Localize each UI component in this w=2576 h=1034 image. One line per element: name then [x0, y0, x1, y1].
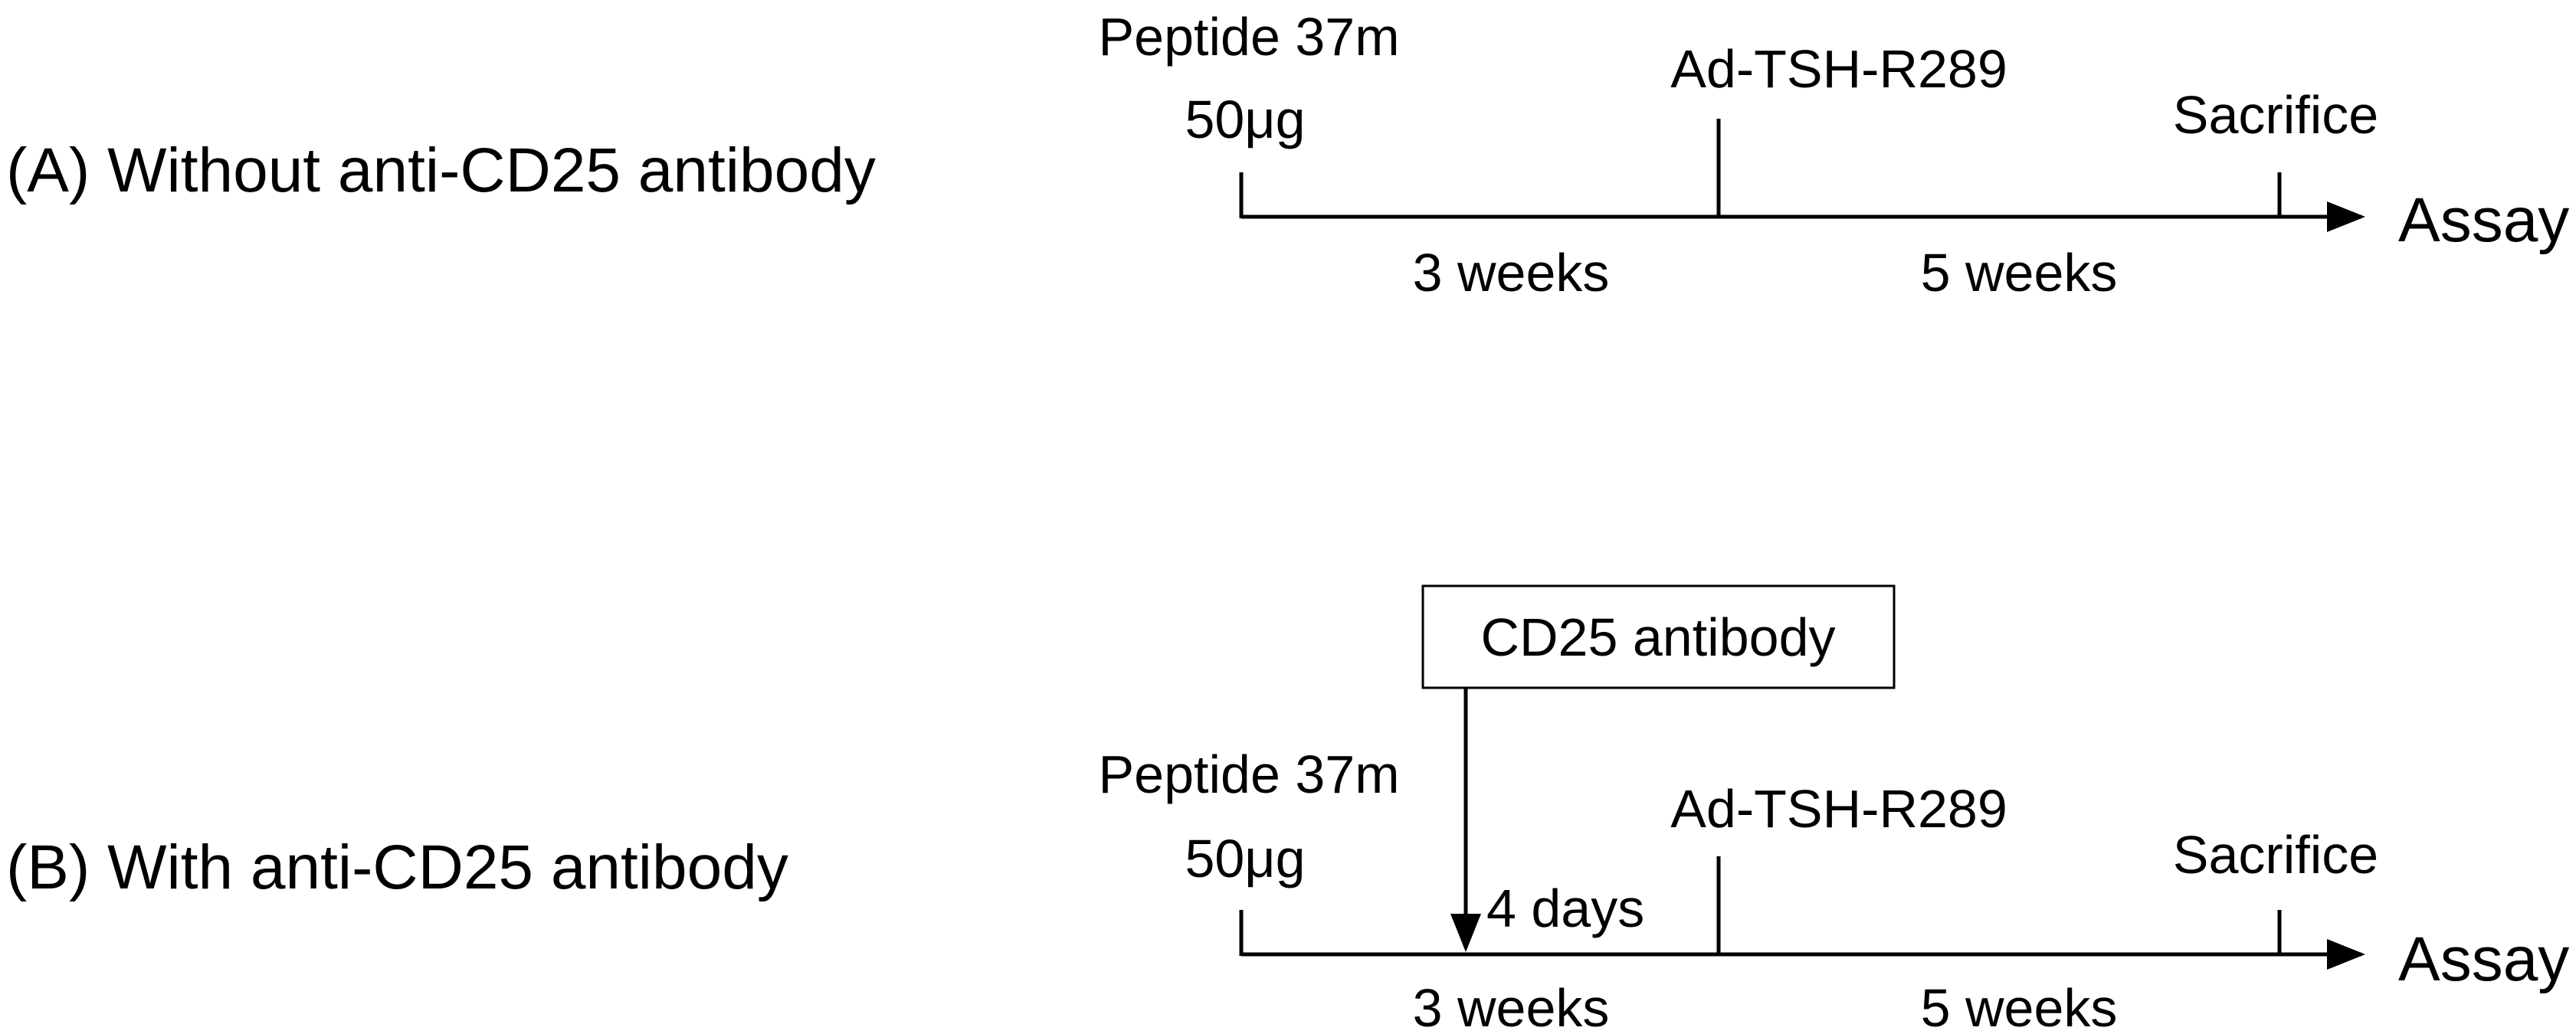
panel-a-peptide-label: Peptide 37m	[1098, 7, 1399, 67]
panel-b-adenovirus-label: Ad-TSH-R289	[1670, 779, 2007, 839]
panel-b-antibody-label: CD25 antibody	[1480, 607, 1835, 667]
panel-b-interval-3-weeks: 3 weeks	[1413, 978, 1610, 1034]
panel-a-title: (A) Without anti-CD25 antibody	[6, 136, 876, 205]
panel-a-adenovirus-label: Ad-TSH-R289	[1670, 39, 2007, 99]
panel-b-antibody-box	[1421, 584, 1896, 689]
panel-a-sacrifice-label: Sacrifice	[2173, 85, 2378, 145]
panel-a-interval-5-weeks: 5 weeks	[1921, 243, 2118, 303]
panel-a: (A) Without anti-CD25 antibody Peptide 3…	[6, 7, 2569, 303]
panel-a-assay-label: Assay	[2398, 185, 2569, 255]
panel-b-peptide-label: Peptide 37m	[1098, 744, 1399, 804]
panel-b-peptide-dose: 50μg	[1185, 829, 1305, 888]
panel-b-sacrifice-label: Sacrifice	[2173, 825, 2378, 885]
panel-b-title: (B) With anti-CD25 antibody	[6, 833, 788, 902]
panel-b-assay-label: Assay	[2398, 924, 2569, 994]
panel-a-peptide-dose: 50μg	[1185, 90, 1305, 149]
panel-b-delay-label: 4 days	[1486, 879, 1644, 938]
panel-b-interval-5-weeks: 5 weeks	[1921, 978, 2118, 1034]
panel-b: (B) With anti-CD25 antibody CD25 antibod…	[6, 584, 2569, 1034]
panel-a-interval-3-weeks: 3 weeks	[1413, 243, 1610, 303]
